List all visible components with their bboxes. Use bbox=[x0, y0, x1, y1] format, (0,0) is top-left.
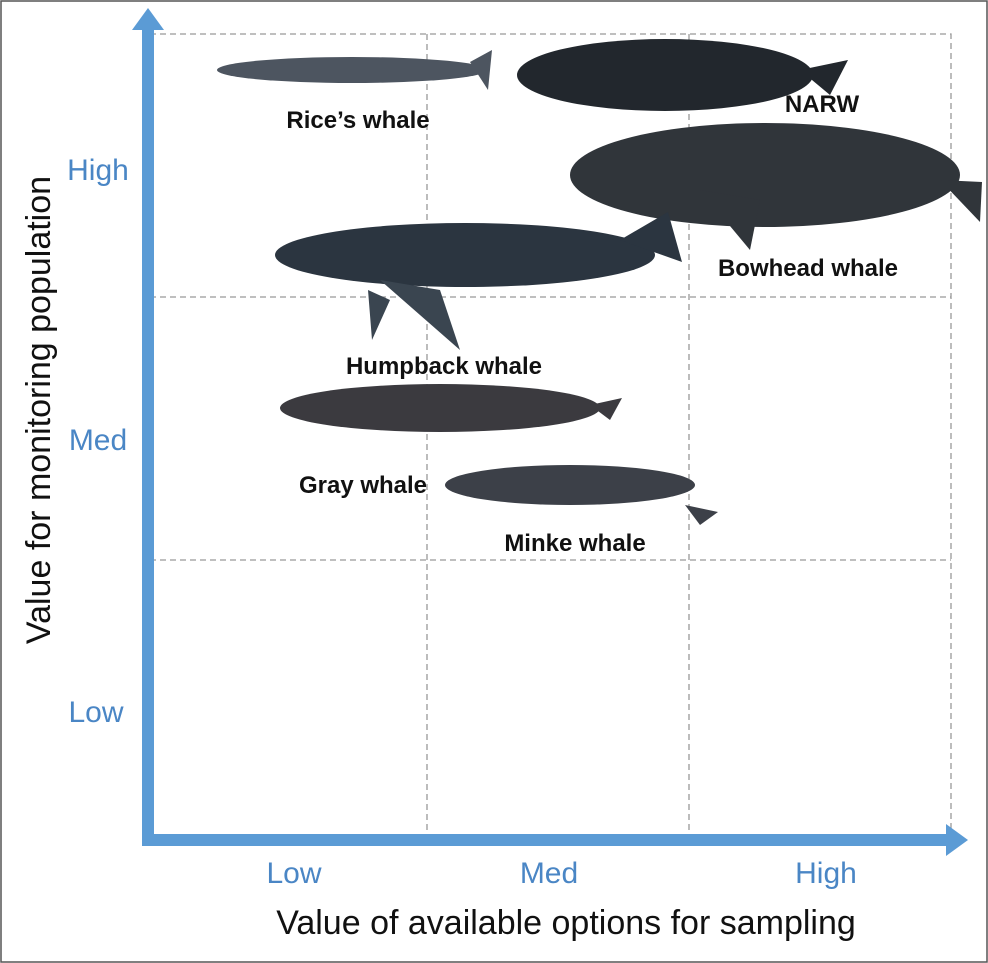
narw-shape bbox=[517, 39, 813, 111]
whale-label: Minke whale bbox=[504, 530, 645, 557]
y-tick-label: Low bbox=[68, 696, 123, 729]
bowhead-shape bbox=[570, 123, 960, 227]
x-tick-label: Med bbox=[520, 857, 578, 890]
gray-whale-shape bbox=[280, 384, 600, 432]
y-tick-label: High bbox=[67, 154, 129, 187]
whale-label: Rice’s whale bbox=[286, 107, 429, 134]
humpback-shape bbox=[275, 223, 655, 287]
x-tick-label: High bbox=[795, 857, 857, 890]
x-axis-title: Value of available options for sampling bbox=[276, 904, 856, 942]
whale-label: Humpback whale bbox=[346, 353, 542, 380]
whale-label: Gray whale bbox=[299, 472, 427, 499]
x-tick-label: Low bbox=[266, 857, 321, 890]
y-axis-title: Value for monitoring population bbox=[20, 176, 58, 644]
rices-whale-shape bbox=[217, 57, 487, 83]
minke-shape bbox=[445, 465, 695, 505]
diagram: High Med Low Low Med High Value of avail… bbox=[0, 0, 988, 963]
whale-label: NARW bbox=[785, 91, 860, 118]
whale-label: Bowhead whale bbox=[718, 255, 898, 282]
y-tick-label: Med bbox=[69, 424, 127, 457]
